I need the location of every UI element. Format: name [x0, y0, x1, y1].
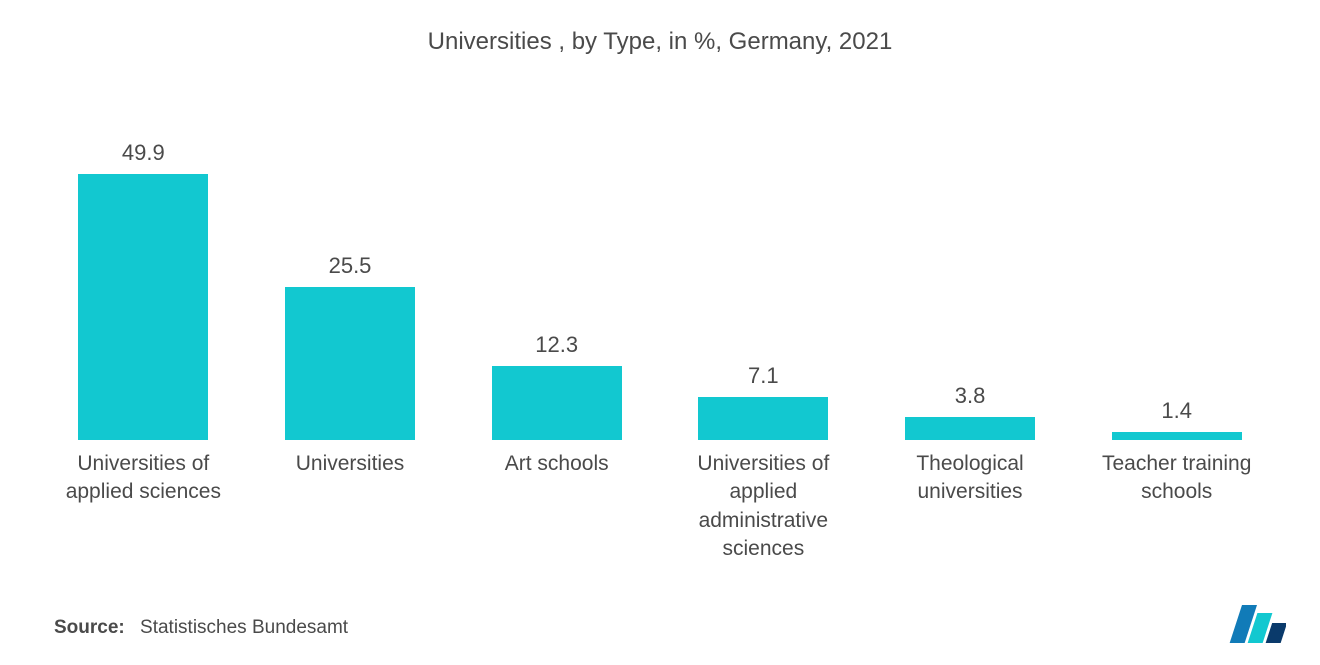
source-line: Source: Statistisches Bundesamt	[54, 617, 348, 639]
bar-col: 12.3	[453, 140, 660, 440]
source-text: Statistisches Bundesamt	[140, 617, 348, 638]
bar-rect	[285, 287, 415, 440]
bar-rect	[905, 417, 1035, 440]
bar-col: 49.9	[40, 140, 247, 440]
bar-col: 7.1	[660, 140, 867, 440]
bar-col: 25.5	[247, 140, 454, 440]
bar-value-label: 49.9	[122, 140, 165, 166]
bar-category-label: Universities	[247, 450, 454, 563]
bar-value-label: 3.8	[955, 383, 986, 409]
bar-category-label: Universities of applied administrative s…	[660, 450, 867, 563]
bar-chart: 49.9 25.5 12.3 7.1 3.8 1.4	[40, 140, 1280, 440]
x-axis-labels: Universities of applied sciencesUniversi…	[40, 450, 1280, 563]
bar-category-label: Universities of applied sciences	[40, 450, 247, 563]
bar-value-label: 25.5	[329, 253, 372, 279]
bar-value-label: 1.4	[1161, 398, 1192, 424]
source-label: Source:	[54, 617, 125, 638]
bar-rect	[698, 397, 828, 440]
bar-rect	[1112, 432, 1242, 440]
bar-category-label: Art schools	[453, 450, 660, 563]
bar-value-label: 12.3	[535, 332, 578, 358]
bar-category-label: Theological universities	[867, 450, 1074, 563]
bar-category-label: Teacher training schools	[1073, 450, 1280, 563]
bar-col: 3.8	[867, 140, 1074, 440]
bar-value-label: 7.1	[748, 363, 779, 389]
brand-logo-icon	[1228, 605, 1286, 643]
chart-title: Universities , by Type, in %, Germany, 2…	[0, 0, 1320, 56]
bar-rect	[78, 174, 208, 440]
bar-rect	[492, 366, 622, 440]
bar-col: 1.4	[1073, 140, 1280, 440]
